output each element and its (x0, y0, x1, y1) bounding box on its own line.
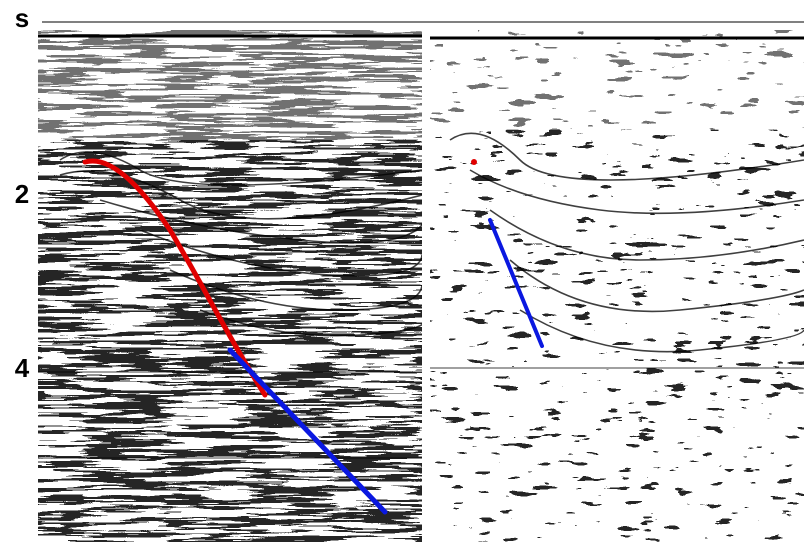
right-seismic-panel (430, 30, 804, 542)
fault-trace-blue (488, 218, 544, 348)
axis-tick-label: 4 (15, 353, 30, 383)
left-seismic-panel (38, 30, 422, 542)
fault-trace-blue (227, 347, 388, 515)
fault-trace-red (82, 158, 268, 398)
fault-point-red (471, 159, 477, 165)
axis-unit: s (15, 3, 29, 33)
axis-tick-label: 2 (15, 179, 29, 209)
